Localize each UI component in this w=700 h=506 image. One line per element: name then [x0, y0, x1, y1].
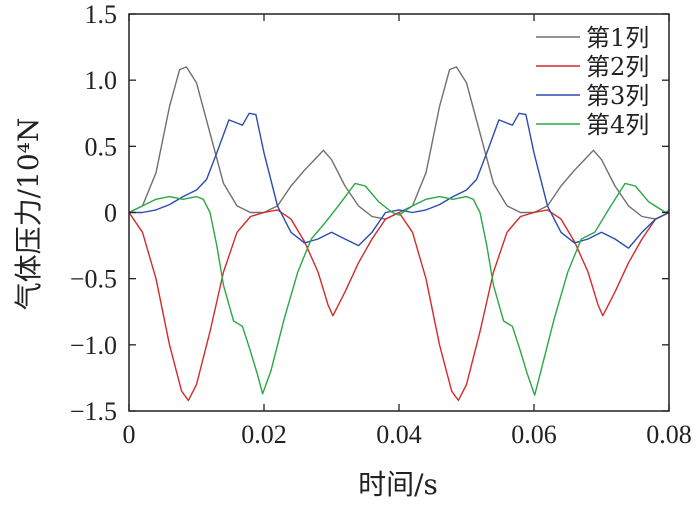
x-tick-label: 0.06	[511, 420, 557, 449]
y-axis-title: 气体压力/10⁴N	[12, 118, 45, 311]
legend-label: 第4列	[586, 111, 649, 139]
legend-label: 第2列	[586, 53, 649, 81]
y-tick-label: 1.5	[85, 0, 118, 29]
x-axis-title: 时间/s	[358, 468, 438, 501]
x-tick-label: 0.02	[241, 420, 287, 449]
ticks-layer	[128, 13, 670, 412]
legend-label: 第1列	[586, 24, 649, 52]
series-line-2	[129, 209, 669, 402]
y-tick-label: −1.0	[70, 331, 117, 360]
x-tick-label: 0.04	[376, 420, 422, 449]
tick-labels-layer: 0 0.02 0.04 0.06 0.08 −1.5 −1.0 −0.5 0 0.5 1.0 1.5	[70, 0, 692, 449]
x-tick-label: 0	[123, 420, 136, 449]
x-tick-label: 0.08	[646, 420, 692, 449]
legend-label: 第3列	[586, 82, 649, 110]
y-tick-label: −0.5	[70, 265, 117, 294]
y-tick-label: 0.5	[85, 132, 118, 161]
series-line-4	[129, 182, 669, 396]
y-tick-label: 1.0	[85, 66, 118, 95]
series-line-3	[129, 112, 669, 249]
y-tick-label: 0	[104, 199, 117, 228]
series-layer	[129, 66, 669, 402]
y-tick-label: −1.5	[70, 397, 117, 426]
